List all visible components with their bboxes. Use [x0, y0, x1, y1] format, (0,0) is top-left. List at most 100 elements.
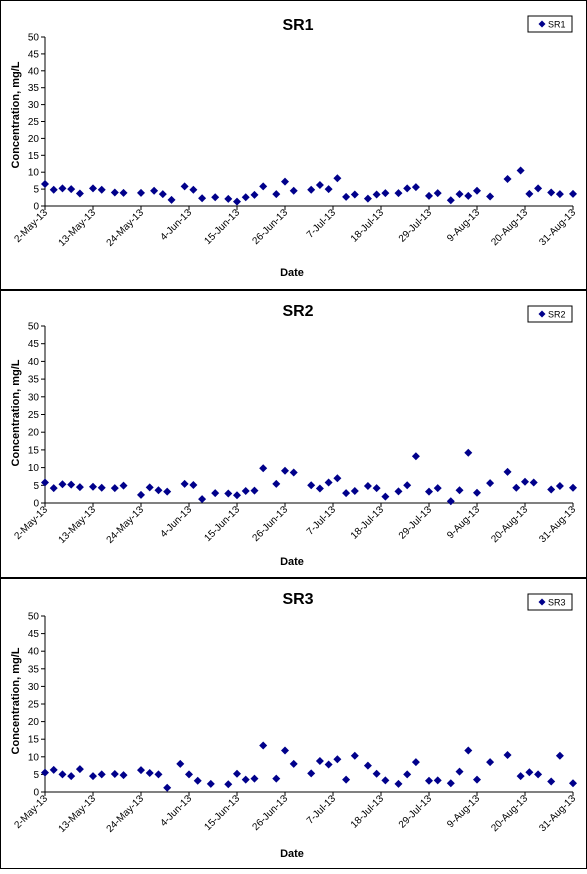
- chart-title: SR2: [282, 303, 313, 320]
- x-tick-label: 26-Jun-13: [251, 207, 291, 247]
- y-tick-label: 40: [28, 357, 40, 368]
- data-point: [241, 486, 250, 495]
- data-point: [486, 192, 495, 201]
- data-point: [163, 487, 172, 496]
- data-point: [473, 488, 481, 497]
- y-tick-label: 35: [28, 83, 40, 94]
- data-point: [281, 746, 289, 755]
- data-point: [58, 770, 67, 779]
- y-tick-label: 0: [33, 788, 39, 799]
- data-point: [333, 474, 342, 483]
- x-tick-label: 26-Jun-13: [251, 793, 291, 833]
- x-tick-label: 29-Jul-13: [397, 207, 435, 245]
- data-point: [110, 770, 119, 779]
- data-point: [206, 779, 215, 788]
- data-point: [211, 489, 220, 498]
- y-tick-label: 15: [28, 735, 40, 746]
- data-point: [224, 194, 233, 203]
- x-tick-label: 18-Jul-13: [349, 504, 387, 542]
- x-axis-label: Date: [280, 267, 304, 279]
- legend-marker: [538, 598, 546, 606]
- data-point: [333, 755, 342, 764]
- data-point: [189, 185, 198, 194]
- x-tick-label: 7-Jul-13: [305, 207, 339, 241]
- data-point: [525, 189, 534, 198]
- data-point: [547, 188, 556, 197]
- data-point: [555, 190, 564, 199]
- data-point: [350, 751, 359, 760]
- data-point: [555, 751, 564, 760]
- x-tick-label: 9-Aug-13: [445, 207, 482, 244]
- data-point: [569, 189, 577, 198]
- data-point: [163, 783, 172, 792]
- y-tick-label: 5: [33, 185, 39, 196]
- data-point: [315, 484, 324, 493]
- x-tick-label: 4-Jun-13: [158, 504, 194, 540]
- x-tick-label: 15-Jun-13: [203, 793, 243, 833]
- data-point: [342, 775, 351, 784]
- data-point: [250, 774, 259, 783]
- y-tick-label: 25: [28, 117, 40, 128]
- data-point: [145, 768, 154, 777]
- data-point: [455, 190, 464, 199]
- data-point: [381, 492, 390, 501]
- y-tick-label: 35: [28, 375, 40, 386]
- data-point: [41, 478, 49, 487]
- data-point: [241, 775, 250, 784]
- y-tick-label: 10: [28, 168, 40, 179]
- data-point: [315, 181, 324, 190]
- data-point: [272, 774, 281, 783]
- data-point: [486, 758, 495, 767]
- data-point: [49, 185, 58, 194]
- y-tick-label: 30: [28, 392, 40, 403]
- y-tick-label: 10: [28, 463, 40, 474]
- data-point: [180, 479, 189, 488]
- data-point: [464, 746, 473, 755]
- data-point: [198, 194, 207, 203]
- chart-panel-sr1: SR1 Concentration, mg/L Date SR1 0 5 10 15 2…: [0, 0, 587, 290]
- data-point: [433, 776, 442, 785]
- data-point: [315, 757, 324, 766]
- x-tick-label: 31-Aug-13: [537, 207, 578, 248]
- data-point: [250, 190, 259, 199]
- x-tick-label: 20-Aug-13: [489, 504, 530, 545]
- data-point: [224, 780, 233, 789]
- data-point: [259, 464, 268, 473]
- y-tick-label: 0: [33, 202, 39, 213]
- data-point: [372, 190, 381, 199]
- chart-title: SR1: [282, 17, 313, 34]
- data-point: [307, 185, 316, 194]
- x-tick-label: 13-May-13: [57, 207, 99, 249]
- x-tick-label: 29-Jul-13: [397, 793, 435, 831]
- x-tick-label: 29-Jul-13: [397, 504, 435, 542]
- chart-sr3: SR3 Concentration, mg/L Date SR3 0 5 10 15 2…: [0, 578, 587, 869]
- x-tick-label: 9-Aug-13: [445, 504, 482, 541]
- data-point: [503, 174, 512, 183]
- data-point: [137, 188, 145, 197]
- data-point: [473, 775, 481, 784]
- data-point: [363, 194, 372, 203]
- y-tick-label: 5: [33, 481, 39, 492]
- y-tick-label: 45: [28, 49, 40, 60]
- data-point: [350, 190, 359, 199]
- data-point: [158, 190, 167, 199]
- data-point: [58, 480, 67, 489]
- data-point: [324, 478, 333, 487]
- y-tick-label: 50: [28, 322, 40, 333]
- data-point: [425, 191, 433, 200]
- data-point: [259, 741, 268, 750]
- data-point: [241, 193, 250, 202]
- data-point: [363, 761, 372, 770]
- data-point: [167, 195, 176, 204]
- data-point: [41, 180, 49, 189]
- x-tick-label: 2-May-13: [12, 207, 50, 245]
- data-point: [49, 765, 58, 774]
- data-point: [97, 185, 106, 194]
- data-point: [534, 770, 543, 779]
- y-tick-label: 20: [28, 717, 40, 728]
- y-tick-label: 25: [28, 410, 40, 421]
- y-tick-label: 30: [28, 100, 40, 111]
- data-point: [521, 477, 529, 486]
- data-point: [75, 483, 84, 492]
- data-point: [185, 770, 193, 779]
